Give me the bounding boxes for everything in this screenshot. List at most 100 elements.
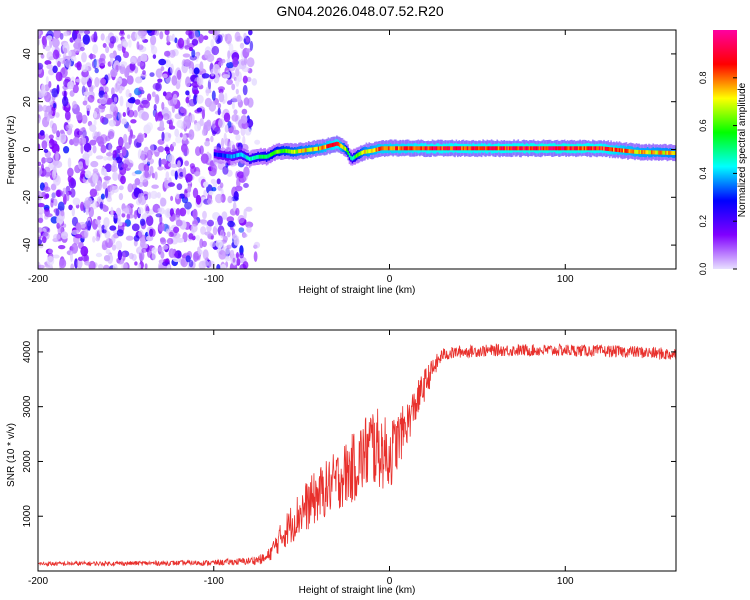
noise-cell	[94, 68, 99, 74]
snr-y-ticks: 1000 2000 3000 4000	[22, 340, 676, 527]
noise-cell	[213, 126, 221, 135]
ridge-core	[246, 155, 248, 160]
ridge-core	[525, 146, 528, 151]
noise-cell	[82, 34, 91, 45]
noise-cell	[207, 219, 214, 227]
noise-cell	[233, 109, 238, 115]
ridge-core	[464, 146, 466, 151]
noise-cell	[148, 191, 152, 200]
noise-cell	[139, 240, 145, 248]
noise-cell	[202, 210, 207, 220]
ridge-core	[253, 155, 255, 160]
noise-cell	[145, 30, 153, 34]
ridge-core	[527, 146, 529, 151]
noise-cell	[177, 37, 185, 49]
noise-cell	[226, 244, 232, 249]
noise-cell	[222, 166, 229, 175]
noise-cell	[99, 97, 108, 105]
ridge-core	[372, 148, 375, 153]
ridge-core	[575, 146, 577, 151]
noise-cell	[249, 40, 254, 51]
ridge-core	[500, 146, 503, 151]
ridge-core	[487, 146, 490, 151]
noise-cell	[137, 207, 144, 215]
noise-cell	[98, 226, 103, 235]
noise-cell	[134, 178, 141, 186]
noise-cell	[240, 115, 248, 124]
ridge-core	[551, 146, 553, 151]
noise-cell	[45, 193, 50, 199]
noise-cell	[129, 62, 136, 71]
ridge-core	[593, 146, 595, 151]
ridge-core	[413, 146, 415, 151]
noise-cell	[56, 215, 64, 225]
ridge-core	[495, 146, 497, 151]
noise-cell	[207, 260, 215, 268]
noise-cell	[174, 251, 178, 259]
noise-cell	[53, 102, 57, 109]
noise-cell	[74, 30, 80, 35]
noise-cell	[140, 150, 145, 161]
ridge-core	[374, 148, 376, 153]
noise-cell	[188, 67, 193, 74]
ridge-core	[608, 147, 611, 152]
noise-cell	[64, 55, 72, 61]
noise-cell	[226, 61, 234, 69]
noise-cell	[99, 115, 105, 123]
noise-cell	[243, 208, 247, 220]
noise-cell	[188, 259, 194, 268]
ridge-core	[292, 149, 295, 154]
ridge-core	[642, 150, 645, 155]
ridge-core	[576, 146, 579, 151]
ridge-core	[589, 146, 591, 151]
ridge-core	[347, 150, 349, 155]
noise-cell	[72, 136, 80, 147]
noise-cell	[170, 163, 178, 168]
noise-cell	[70, 55, 77, 62]
ridge-core	[658, 150, 660, 155]
noise-cell	[137, 61, 145, 67]
noise-cell	[110, 206, 114, 218]
noise-cell	[165, 228, 170, 234]
ridge-core	[666, 150, 669, 155]
noise-cell	[144, 170, 150, 179]
noise-cell	[242, 84, 248, 96]
noise-cell	[155, 68, 163, 78]
ridge-core	[513, 146, 515, 151]
ridge-core	[368, 149, 370, 154]
noise-cell	[48, 248, 54, 254]
ridge-core	[656, 150, 659, 155]
ridge-core	[303, 148, 306, 153]
ridge-core	[669, 150, 671, 155]
ridge-core	[471, 146, 473, 151]
noise-cell	[100, 193, 105, 200]
ridge-core	[537, 146, 539, 151]
ridge-core	[586, 146, 588, 151]
ridge-core	[489, 146, 491, 151]
noise-cell	[244, 56, 248, 66]
noise-cell	[93, 58, 97, 68]
noise-cell	[122, 146, 127, 157]
noise-cell	[81, 136, 87, 145]
noise-cell	[239, 263, 247, 269]
noise-cell	[118, 193, 124, 201]
noise-cell	[61, 96, 69, 107]
ridge-core	[607, 147, 610, 151]
ridge-core	[421, 146, 424, 151]
ridge-core	[617, 148, 619, 152]
noise-cell	[67, 175, 72, 183]
noise-cell	[231, 196, 239, 202]
noise-cell	[79, 46, 85, 52]
noise-cell	[44, 84, 50, 92]
noise-cell	[217, 107, 221, 116]
noise-cell	[93, 119, 97, 126]
noise-cell	[208, 190, 214, 196]
noise-cell	[232, 201, 237, 212]
noise-cell	[182, 167, 187, 178]
noise-cell	[38, 62, 44, 70]
ridge-core	[555, 146, 557, 151]
noise-cell	[48, 134, 54, 140]
noise-cell	[175, 135, 182, 144]
noise-cell	[40, 89, 48, 97]
noise-cell	[110, 68, 118, 78]
